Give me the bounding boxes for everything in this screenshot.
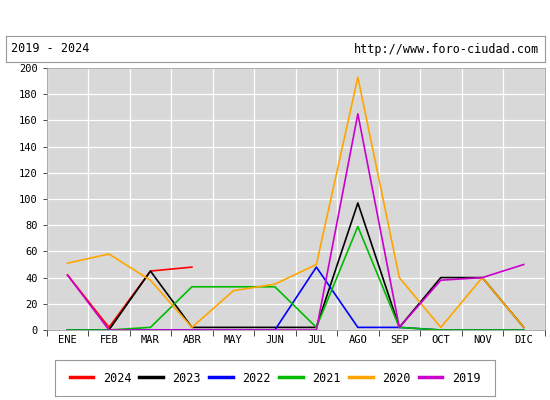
Text: http://www.foro-ciudad.com: http://www.foro-ciudad.com bbox=[354, 42, 539, 56]
Text: Evolucion Nº Turistas Extranjeros en el municipio de Toral de los Guzmanes: Evolucion Nº Turistas Extranjeros en el … bbox=[0, 12, 550, 24]
Legend: 2024, 2023, 2022, 2021, 2020, 2019: 2024, 2023, 2022, 2021, 2020, 2019 bbox=[65, 367, 485, 389]
Text: 2019 - 2024: 2019 - 2024 bbox=[11, 42, 89, 56]
